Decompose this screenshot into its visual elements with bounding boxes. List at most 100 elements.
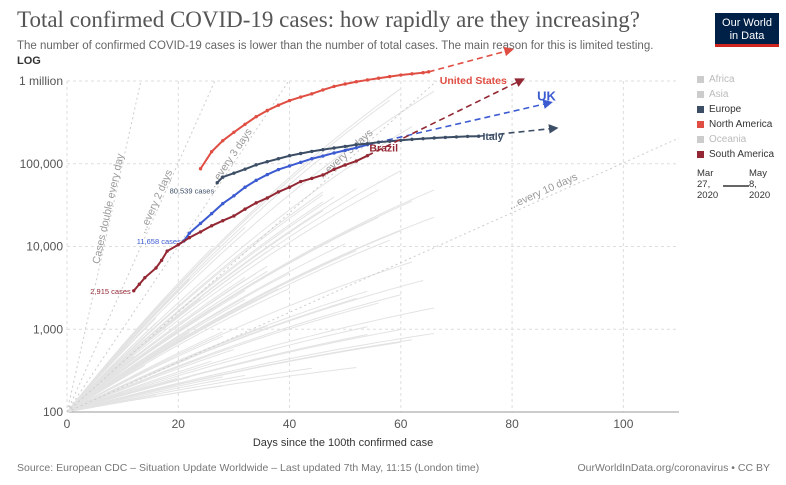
series-point (365, 78, 370, 82)
y-tick-label: 1 million (19, 74, 63, 88)
series-uk: UK 11,658 cases (137, 88, 557, 246)
background-series-line (66, 90, 435, 413)
x-tick-label: 40 (283, 417, 297, 431)
owid-logo[interactable]: Our World in Data (715, 13, 779, 47)
doubling-line-label: Cases double every day (90, 152, 126, 265)
series-point (232, 214, 236, 218)
series-point (221, 219, 225, 223)
doubling-line-label: ...every 2 days (137, 168, 176, 235)
y-tick-label: 100 (43, 405, 63, 419)
legend-label: Europe (709, 104, 742, 115)
series-point (254, 178, 258, 183)
timeline-track[interactable] (723, 185, 749, 187)
series-point (410, 72, 414, 76)
y-tick-label: 1,000 (33, 322, 63, 336)
series-point (454, 135, 459, 139)
legend: Africa Asia Europe North America Oceania… (697, 72, 774, 162)
series-point (399, 138, 403, 143)
series-projection (478, 124, 559, 138)
series-point (332, 84, 336, 89)
series-point (254, 201, 258, 205)
log-scale-toggle[interactable]: LOG (17, 55, 41, 67)
background-series-line (66, 360, 212, 413)
background-series-line (66, 188, 357, 413)
series-point (287, 98, 292, 103)
background-series-line (66, 367, 357, 413)
series-point (137, 282, 142, 286)
legend-item-oceania[interactable]: Oceania (697, 132, 774, 147)
background-series-line (66, 374, 246, 413)
series-point (243, 207, 247, 211)
series-point (209, 149, 214, 154)
legend-item-africa[interactable]: Africa (697, 72, 774, 87)
series-point (265, 108, 269, 113)
series-point (276, 103, 281, 107)
series-projection (367, 78, 525, 157)
series-projection (367, 99, 553, 146)
series-point (298, 151, 303, 156)
background-series-line (66, 147, 335, 413)
series-point (365, 141, 370, 146)
legend-item-asia[interactable]: Asia (697, 87, 774, 102)
x-tick-label: 20 (172, 417, 186, 431)
series-point (310, 92, 314, 96)
series-point (298, 179, 303, 184)
series-point (354, 80, 359, 84)
series-point (165, 249, 169, 253)
series-point (265, 172, 269, 177)
legend-label: Asia (709, 89, 729, 100)
series-italy: Italy 80,539 cases (170, 124, 559, 196)
background-series-line (66, 227, 246, 413)
series-point (254, 115, 258, 119)
x-tick-label: 0 (64, 417, 71, 431)
background-series-line (66, 326, 368, 413)
legend-swatch (697, 121, 704, 128)
series-point (321, 173, 325, 177)
series-point (265, 196, 269, 200)
legend-item-south-america[interactable]: South America (697, 147, 774, 162)
series-point (232, 171, 236, 175)
doubling-line-label: ...every 10 days (507, 171, 580, 212)
series-point (310, 176, 314, 181)
background-series-line (66, 216, 435, 413)
background-series-line (66, 201, 324, 413)
series-point (243, 122, 247, 126)
credit-link[interactable]: OurWorldInData.org/coronavirus • CC BY (577, 462, 770, 474)
legend-item-north-america[interactable]: North America (697, 117, 774, 132)
legend-swatch (697, 91, 704, 98)
series-point (332, 146, 336, 150)
series-point (198, 230, 203, 234)
series-point (310, 149, 314, 154)
series-point (254, 163, 258, 167)
series-start-label: 80,539 cases (170, 187, 215, 196)
series-line (183, 143, 368, 242)
series-point (276, 167, 281, 172)
x-tick-label: 100 (613, 417, 633, 431)
series-point (321, 88, 325, 92)
series-point (332, 167, 336, 172)
series-point (465, 134, 470, 139)
legend-label: North America (709, 119, 773, 130)
background-series-line (66, 329, 401, 413)
series-point (354, 159, 359, 163)
background-series-line (66, 307, 435, 413)
series-point (298, 95, 303, 99)
series-start-label: 11,658 cases (137, 237, 181, 246)
chart-title: Total confirmed COVID-19 cases: how rapi… (17, 7, 641, 32)
doubling-line-label: ...every 3 days (207, 126, 255, 189)
background-series-line (66, 265, 268, 413)
legend-swatch (697, 76, 704, 83)
series-label: United States (440, 75, 507, 87)
series-point (187, 231, 192, 235)
series-point (432, 136, 436, 140)
series-point (221, 175, 225, 179)
series-point (443, 135, 448, 140)
legend-item-europe[interactable]: Europe (697, 102, 774, 117)
series-point (176, 243, 180, 247)
doubling-line (66, 80, 142, 413)
background-series-line (66, 99, 390, 413)
series-label: UK (537, 88, 556, 103)
timeline-end-label: May 8, 2020 (749, 168, 771, 201)
y-tick-label: 10,000 (26, 240, 63, 254)
series-projection (428, 46, 514, 73)
